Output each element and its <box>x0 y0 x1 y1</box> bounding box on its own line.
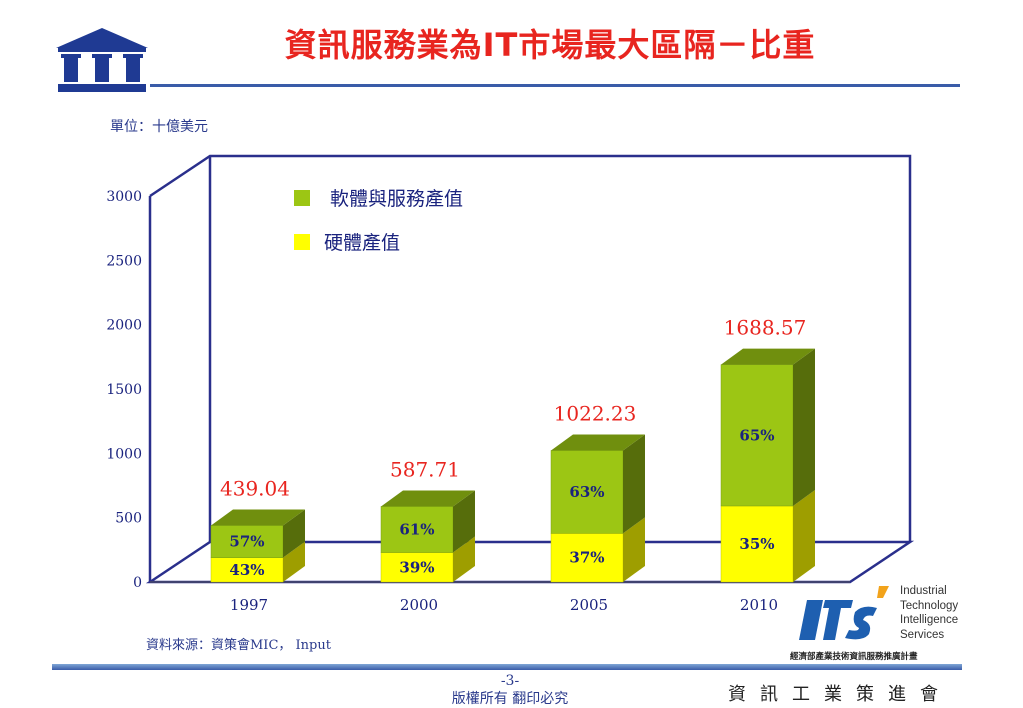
legend-label-hardware: 硬體產值 <box>324 232 400 254</box>
page-number: -3- <box>500 673 520 689</box>
bar-software-front <box>380 506 454 553</box>
itis-program-label: 經濟部產業技術資訊服務推廣計畫 <box>790 652 918 662</box>
title-underline <box>150 84 960 87</box>
total-value-label: 1688.57 <box>724 316 807 340</box>
software-percent-label: 65% <box>739 426 774 444</box>
org-name: 資訊工業策進會 <box>728 684 952 705</box>
x-tick-label: 2005 <box>570 596 608 614</box>
plot-frame-top <box>149 154 912 542</box>
bar-hardware-side <box>283 541 305 582</box>
x-tick-label: 2010 <box>740 596 778 614</box>
bar-software-side <box>793 348 815 506</box>
footer-center: -3- 版權所有 翻印必究 <box>450 672 570 708</box>
copyright: 版權所有 翻印必究 <box>451 691 569 707</box>
y-tick-label: 3000 <box>106 189 142 205</box>
bar-hardware-side <box>623 517 645 582</box>
total-value-label: 587.71 <box>390 457 460 481</box>
legend-swatch-software <box>294 190 310 206</box>
itis-word: Services <box>900 628 945 641</box>
software-percent-label: 61% <box>399 521 434 539</box>
x-tick-label: 2000 <box>400 596 438 614</box>
y-tick-label: 500 <box>115 511 142 527</box>
software-percent-label: 57% <box>229 533 264 551</box>
bar-software-side <box>283 509 305 558</box>
hardware-percent-label: 39% <box>399 558 434 576</box>
hardware-percent-label: 35% <box>739 535 774 553</box>
footer-bar <box>52 664 962 670</box>
bar-hardware-front <box>550 533 624 583</box>
bar-top <box>211 509 305 526</box>
x-tick-label: 1997 <box>230 596 268 614</box>
bar-top <box>721 348 815 365</box>
bar-software-side <box>623 434 645 534</box>
legend-swatch-hardware <box>294 234 310 250</box>
iii-logo <box>52 24 152 96</box>
itis-words: Industrial Technology Intelligence Servi… <box>900 584 958 642</box>
source-label: 資料來源：資策會MIC， Input <box>146 638 331 653</box>
unit-label: 單位：十億美元 <box>110 119 208 135</box>
software-percent-label: 63% <box>569 483 604 501</box>
bar-software-front <box>550 450 624 534</box>
y-tick-label: 1000 <box>106 446 142 462</box>
y-tick-label: 1500 <box>106 382 142 398</box>
legend-label-software: 軟體與服務產值 <box>330 188 463 210</box>
y-tick-label: 2000 <box>106 318 142 334</box>
hardware-percent-label: 37% <box>569 549 604 567</box>
bar-top <box>551 434 645 451</box>
hardware-percent-label: 43% <box>229 561 264 579</box>
bar-top <box>381 490 475 507</box>
bar-software-side <box>453 490 475 553</box>
itis-word: Industrial <box>900 585 947 597</box>
y-tick-label: 2500 <box>106 253 142 269</box>
total-value-label: 439.04 <box>220 477 290 501</box>
itis-logo <box>793 582 973 664</box>
y-tick-label: 0 <box>133 575 142 591</box>
page-title: 資訊服務業為IT市場最大區隔－比重 <box>284 26 816 64</box>
bar-hardware-side <box>453 536 475 582</box>
bar-hardware-front <box>720 505 794 583</box>
bar-hardware-side <box>793 489 815 582</box>
itis-word: Technology <box>900 599 959 612</box>
bar-hardware-front <box>380 552 454 583</box>
itis-word: Intelligence <box>900 614 959 627</box>
total-value-label: 1022.23 <box>554 402 637 426</box>
